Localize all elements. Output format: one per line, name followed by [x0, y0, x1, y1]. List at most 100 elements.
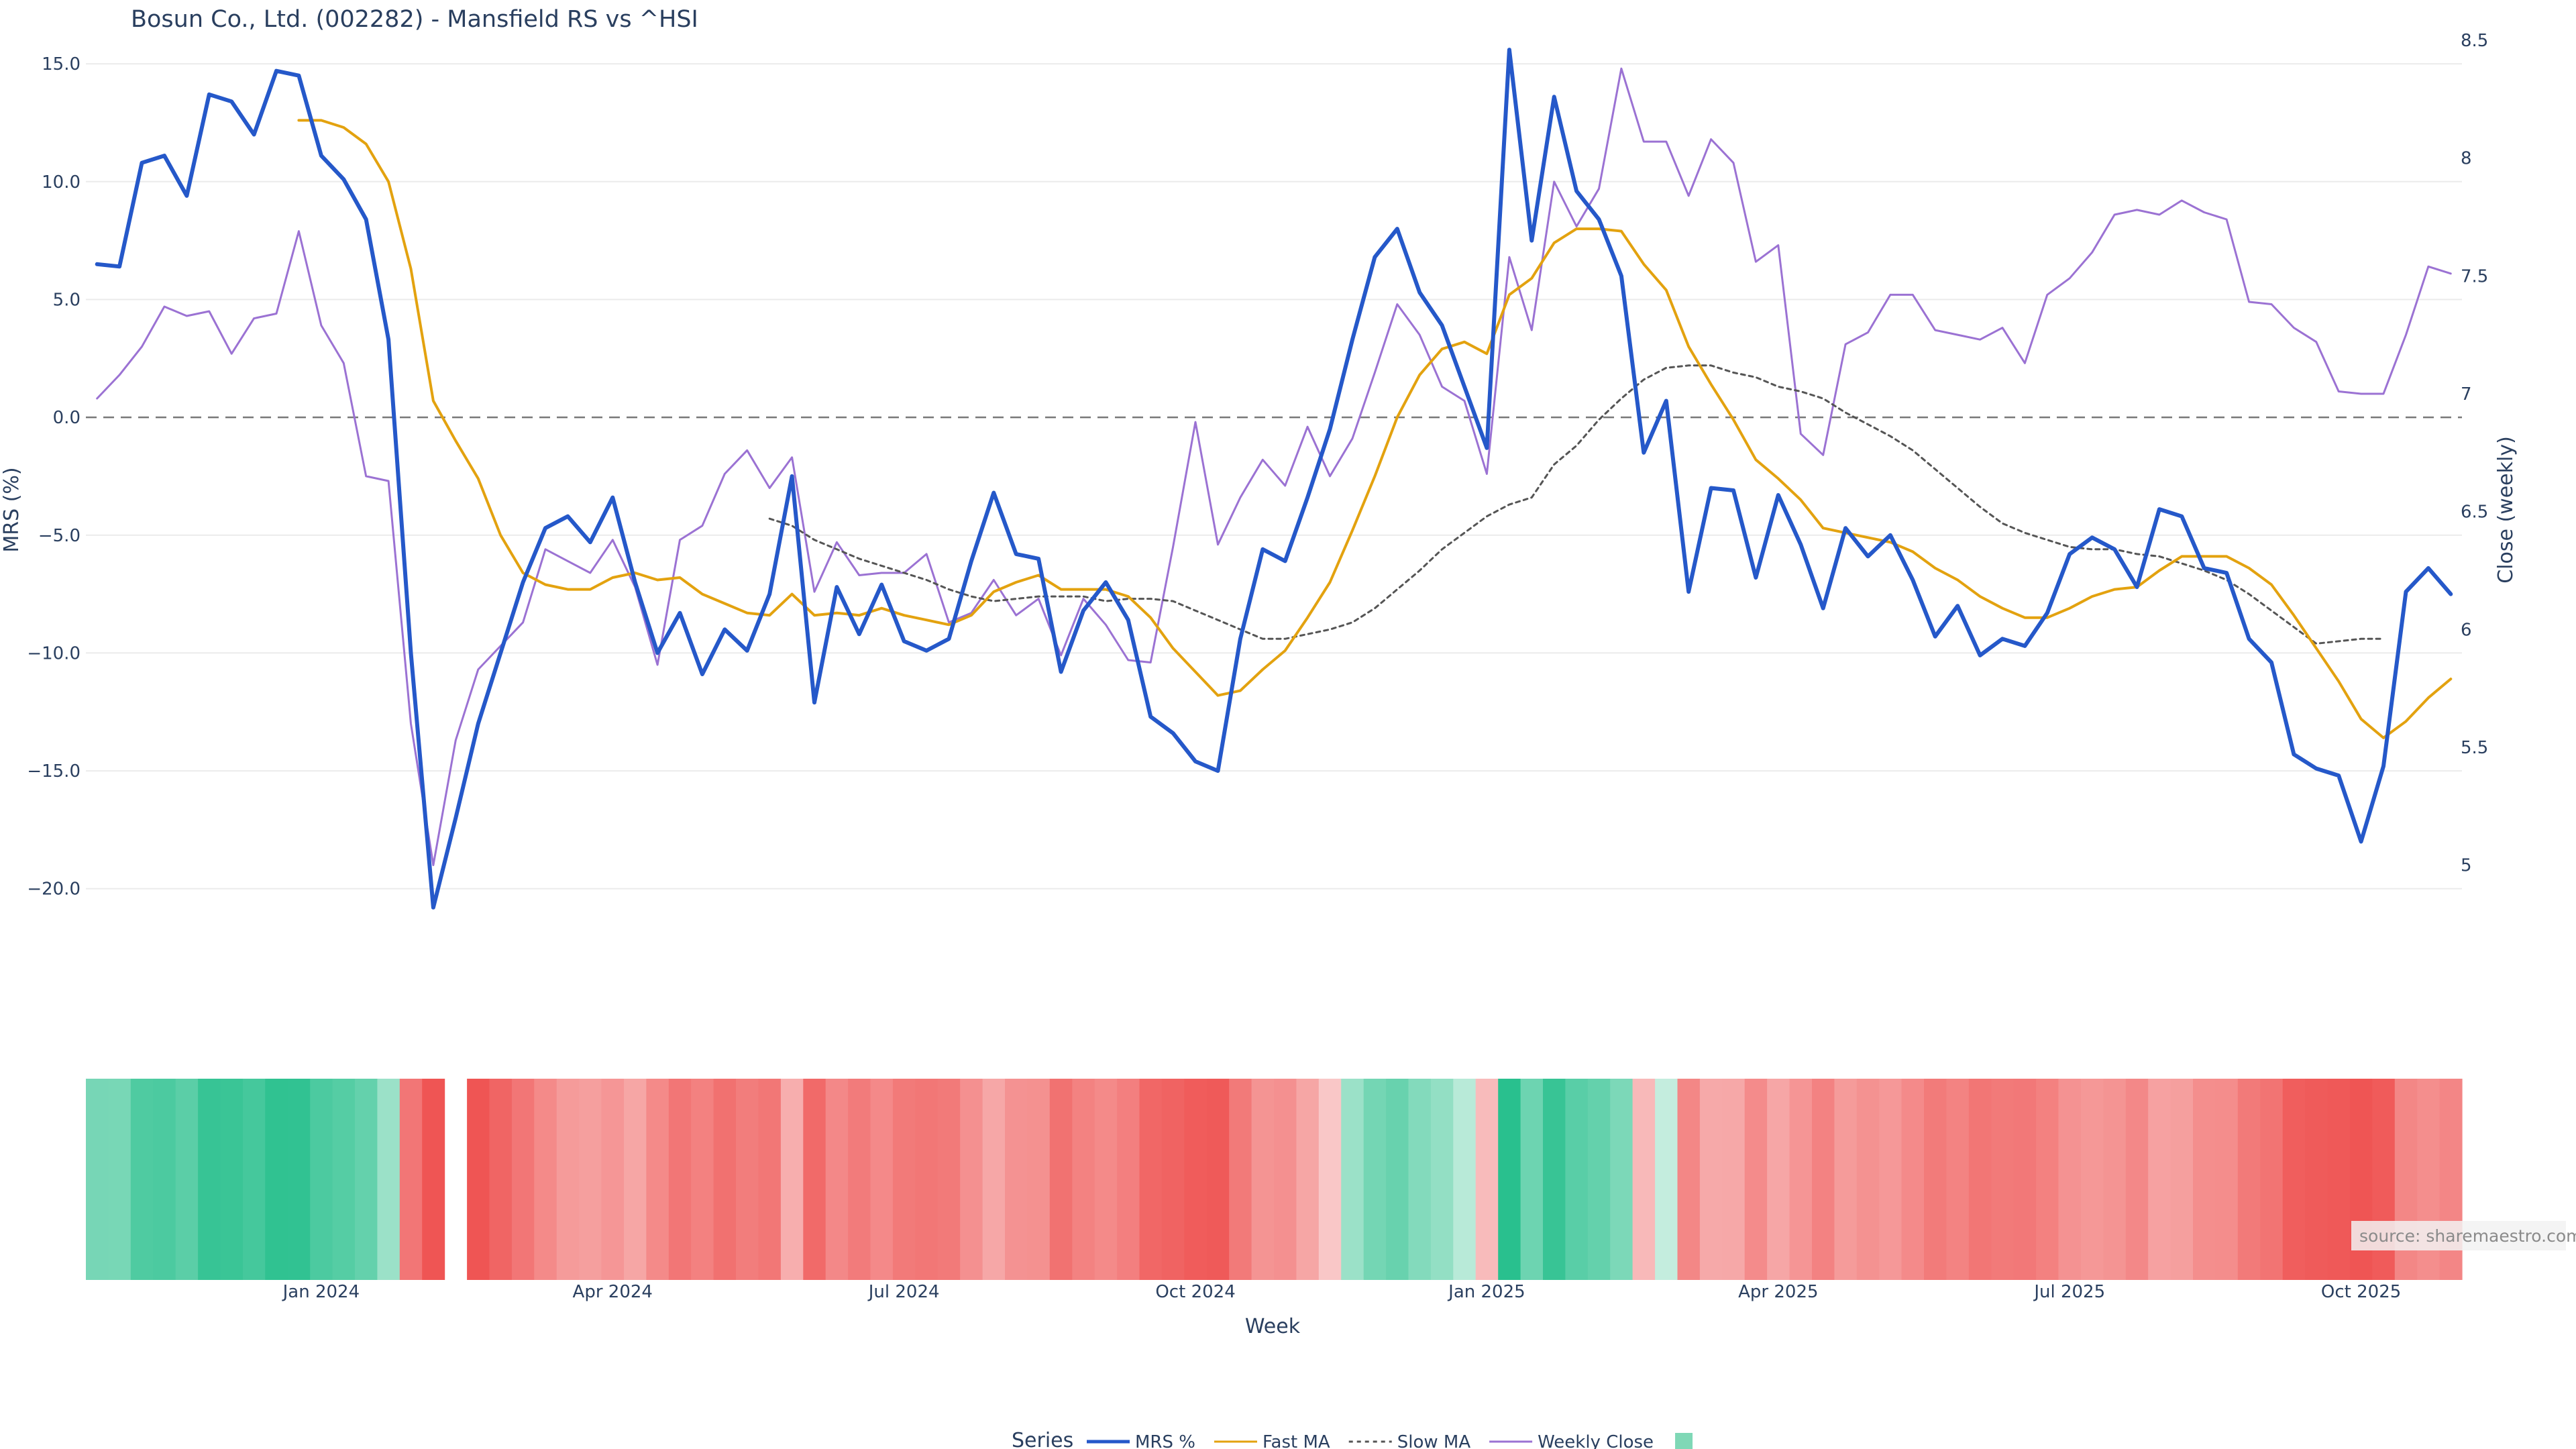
source-note: source: sharemaestro.com — [2351, 1221, 2576, 1250]
y-right-tick-label: 8.5 — [2461, 31, 2488, 51]
legend-item-mrs[interactable]: MRS % — [1087, 1432, 1195, 1449]
heatmap-cell — [1296, 1079, 1320, 1280]
legend-title: Series — [1012, 1429, 1073, 1449]
legend-label: Fast MA — [1263, 1432, 1330, 1449]
x-axis-title: Week — [1245, 1315, 1301, 1338]
heatmap-cell — [1184, 1079, 1208, 1280]
heatmap-cell — [601, 1079, 625, 1280]
heatmap-cell — [1498, 1079, 1521, 1280]
heatmap-cell — [1363, 1079, 1387, 1280]
y-right-tick-label: 6 — [2461, 620, 2472, 640]
legend-item-slow-ma[interactable]: Slow MA — [1348, 1432, 1471, 1449]
heatmap-cell — [1789, 1079, 1813, 1280]
heatmap-cell — [1049, 1079, 1073, 1280]
right-y-axis-ticks: 8.5 8 7.5 7 6.5 6 5.5 5 — [2461, 31, 2488, 876]
heatmap-cell — [1318, 1079, 1342, 1280]
heatmap-cell — [803, 1079, 826, 1280]
legend-label: Slow MA — [1397, 1432, 1471, 1449]
heatmap-cell — [2080, 1079, 2104, 1280]
heatmap-cell — [2237, 1079, 2261, 1280]
y-right-tick-label: 5 — [2461, 856, 2472, 876]
heatmap-cell — [1834, 1079, 1858, 1280]
heatmap-cell — [736, 1079, 759, 1280]
x-tick-label: Oct 2024 — [1155, 1282, 1235, 1302]
heatmap-cell — [2058, 1079, 2082, 1280]
heatmap-cell — [2103, 1079, 2127, 1280]
heatmap-cell — [1453, 1079, 1477, 1280]
heatmap-cell — [1946, 1079, 1970, 1280]
heatmap-cell — [646, 1079, 669, 1280]
heatmap-cell — [1722, 1079, 1746, 1280]
heatmap-cell — [1274, 1079, 1297, 1280]
x-tick-label: Apr 2025 — [1738, 1282, 1818, 1302]
heatmap-cell — [937, 1079, 961, 1280]
heatmap-cell — [399, 1079, 423, 1280]
y-right-tick-label: 6.5 — [2461, 502, 2488, 523]
x-tick-label: Jan 2025 — [1447, 1282, 1525, 1302]
heatmap-cell — [1229, 1079, 1252, 1280]
x-tick-label: Jan 2024 — [282, 1282, 360, 1302]
heatmap-cell — [1005, 1079, 1028, 1280]
heatmap-cell — [198, 1079, 221, 1280]
heatmap-cell — [130, 1079, 154, 1280]
x-tick-label: Apr 2024 — [573, 1282, 653, 1302]
heatmap-cell — [982, 1079, 1006, 1280]
y-axis-right-title: Close (weekly) — [2494, 436, 2518, 584]
series-fast-ma — [297, 119, 2453, 739]
heatmap-cell — [1744, 1079, 1768, 1280]
heatmap-cell — [825, 1079, 849, 1280]
series-mrs — [95, 48, 2453, 910]
heatmap-cell — [1968, 1079, 1992, 1280]
heatmap-cell — [579, 1079, 602, 1280]
heatmap-cell — [691, 1079, 714, 1280]
heatmap-cell — [2036, 1079, 2059, 1280]
legend-heatmap-swatch — [1675, 1433, 1693, 1449]
chart-title: Bosun Co., Ltd. (002282) - Mansfield RS … — [131, 6, 698, 33]
y-right-tick-label: 5.5 — [2461, 738, 2488, 758]
x-tick-label: Oct 2025 — [2321, 1282, 2401, 1302]
heatmap-cell — [1027, 1079, 1051, 1280]
heatmap-cell — [1632, 1079, 1656, 1280]
series-weekly-close — [96, 67, 2452, 867]
heatmap-cell — [1655, 1079, 1678, 1280]
heatmap-cell — [1677, 1079, 1701, 1280]
heatmap-cell — [108, 1079, 131, 1280]
heatmap-cell — [848, 1079, 871, 1280]
legend-item-weekly-close[interactable]: Weekly Close — [1489, 1432, 1654, 1449]
y-left-tick-label: −15.0 — [27, 761, 80, 782]
y-left-tick-label: 0.0 — [53, 408, 80, 428]
mrs-heatmap-strip — [86, 1079, 2463, 1280]
x-tick-label: Jul 2025 — [2033, 1282, 2105, 1302]
heatmap-cell — [1139, 1079, 1163, 1280]
y-left-tick-label: 15.0 — [42, 54, 80, 74]
heatmap-cell — [713, 1079, 737, 1280]
legend-item-fast-ma[interactable]: Fast MA — [1214, 1432, 1330, 1449]
heatmap-cell — [1565, 1079, 1589, 1280]
legend[interactable]: Series MRS % Fast MA Slow MA Weekly Close — [1012, 1429, 1693, 1449]
y-right-tick-label: 7 — [2461, 384, 2472, 405]
heatmap-cell — [1475, 1079, 1499, 1280]
x-axis-ticks: Jan 2024 Apr 2024 Jul 2024 Oct 2024 Jan 2025… — [282, 1282, 2402, 1302]
heatmap-cell — [1699, 1079, 1723, 1280]
heatmap-cell — [870, 1079, 894, 1280]
heatmap-cell — [2148, 1079, 2171, 1280]
heatmap-cell — [2282, 1079, 2306, 1280]
heatmap-cell — [1879, 1079, 1902, 1280]
heatmap-cell — [1117, 1079, 1140, 1280]
heatmap-cell — [1587, 1079, 1611, 1280]
heatmap-cell — [2260, 1079, 2284, 1280]
y-right-tick-label: 7.5 — [2461, 266, 2488, 286]
heatmap-cell — [1094, 1079, 1118, 1280]
heatmap-cell — [467, 1079, 490, 1280]
heatmap-cell — [1072, 1079, 1095, 1280]
heatmap-cell — [310, 1079, 333, 1280]
heatmap-cell — [1520, 1079, 1544, 1280]
heatmap-cell — [2125, 1079, 2149, 1280]
heatmap-cell — [1856, 1079, 1880, 1280]
heatmap-cell — [1991, 1079, 2015, 1280]
heatmap-cell — [1408, 1079, 1432, 1280]
heatmap-cell — [377, 1079, 400, 1280]
heatmap-cell — [915, 1079, 938, 1280]
left-y-axis-ticks: 15.0 10.0 5.0 0.0 −5.0 −10.0 −15.0 −20.0 — [27, 54, 80, 900]
